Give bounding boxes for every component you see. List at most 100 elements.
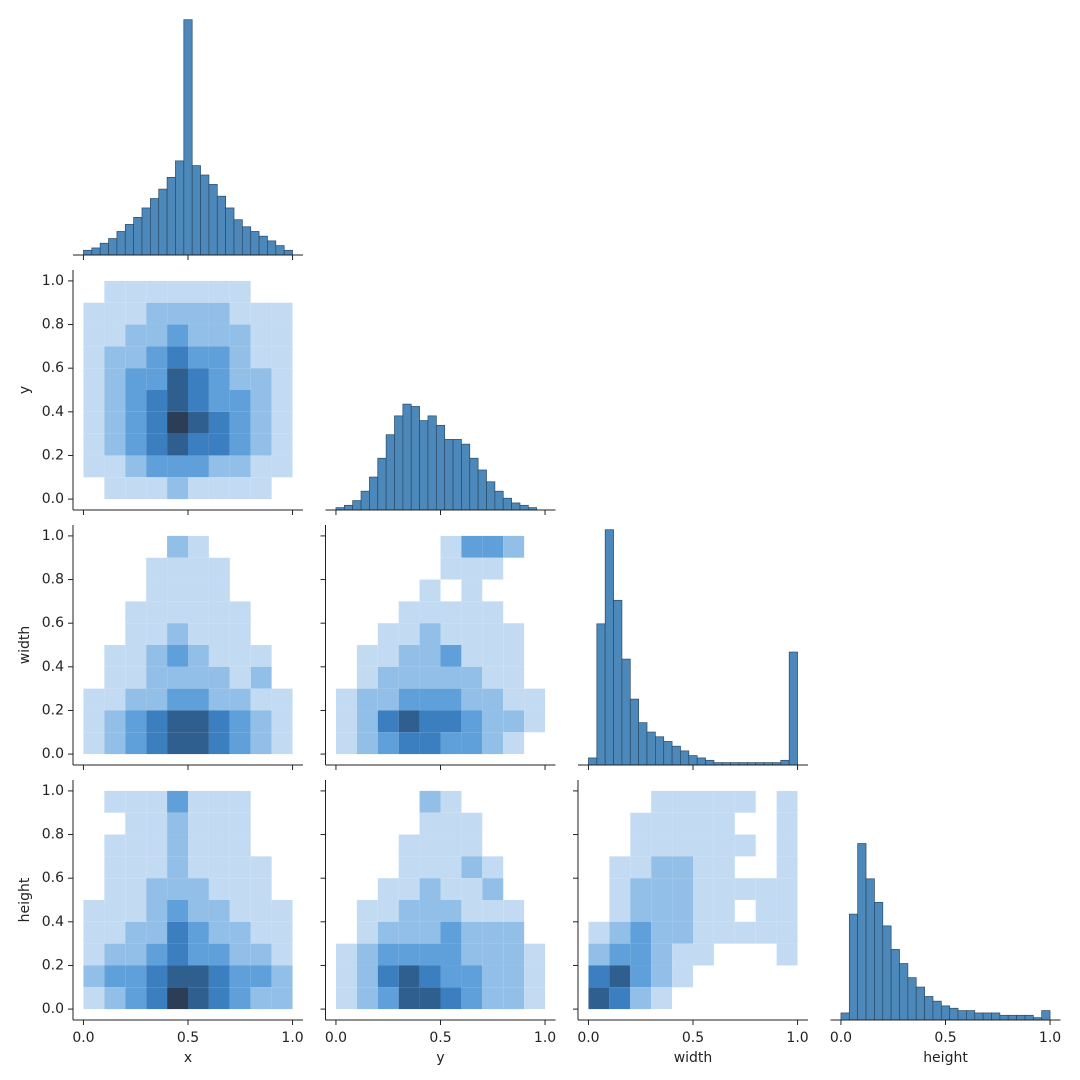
hist2d-cell <box>335 688 357 711</box>
hist2d-cell <box>125 390 147 412</box>
hist2d-cell <box>167 623 188 645</box>
hist2d-cell <box>588 813 609 835</box>
hist2d-cell <box>251 281 272 303</box>
hist2d-cell <box>399 580 420 602</box>
hist2d-cell <box>229 790 251 813</box>
hist2d-cell <box>755 900 777 922</box>
hist2d-cell <box>230 580 251 602</box>
hist2d-cell <box>208 302 230 325</box>
hist2d-cell <box>271 411 293 434</box>
hist2d-cell <box>208 601 230 624</box>
hist2d-cell <box>776 790 798 813</box>
histogram-bar <box>949 1007 959 1021</box>
histogram-bar <box>469 457 479 511</box>
hist2d-cell <box>630 965 652 988</box>
hist2d-cell <box>272 601 293 623</box>
hist2d-cell <box>167 280 188 303</box>
hist2d-cell <box>208 965 230 988</box>
hist2d-cell <box>83 302 105 325</box>
hist2d-cell <box>146 812 168 835</box>
hist2d-cell <box>208 433 230 456</box>
hist2d-cell <box>104 710 126 733</box>
hist2d-cell <box>83 667 104 689</box>
hist2d-cell <box>209 536 230 558</box>
hist2d-cell <box>357 536 378 558</box>
hist2d-cell <box>482 623 504 645</box>
histogram-bar <box>613 599 623 766</box>
x-tick-label: 0.0 <box>325 1030 347 1046</box>
hist2d-cell <box>271 943 293 966</box>
hist2d-cell <box>503 965 525 988</box>
histogram-bar <box>385 434 395 511</box>
hist2d-cell <box>272 536 293 558</box>
histogram-bar <box>671 745 681 766</box>
hist2d-cell <box>714 987 735 1009</box>
hist2d-cell <box>167 878 188 900</box>
hist2d-cell <box>378 536 399 558</box>
hist2d-cell <box>125 302 147 325</box>
hist2d-cell <box>229 812 251 835</box>
histogram-bar <box>183 19 193 256</box>
hist2d-cell <box>693 921 714 944</box>
hist2d-cell <box>208 900 230 922</box>
hist2d-cell <box>756 791 777 813</box>
hist2d-cell <box>229 878 251 900</box>
hist2d-cell <box>357 558 378 580</box>
hist2d-cell <box>378 856 399 878</box>
y-axis-label: y <box>17 386 33 394</box>
hist2d-cell <box>672 987 693 1009</box>
hist2d-cell <box>146 601 168 624</box>
hist2d-cell <box>609 835 630 857</box>
hist2d-cell <box>208 324 230 347</box>
hist2d-cell <box>378 791 399 813</box>
hist2d-cell <box>146 790 168 813</box>
hist2d-cell <box>378 813 399 835</box>
hist2d-cell <box>83 601 104 623</box>
hist2d-cell <box>125 411 147 434</box>
histogram-bar <box>705 759 715 766</box>
histogram-bar <box>124 224 134 256</box>
hist2d-cell <box>167 579 188 602</box>
hist2d-cell <box>524 688 546 711</box>
hist2d-cell <box>735 987 756 1009</box>
hist2d-cell <box>651 943 673 966</box>
hist2d-cell <box>83 536 104 558</box>
histogram-bar <box>494 490 504 511</box>
hist2d-cell <box>609 921 631 944</box>
hist2d-cell <box>272 281 293 303</box>
hist2d-cell <box>503 535 525 558</box>
hist2d-cell <box>146 557 168 580</box>
hist2d-cell <box>272 878 293 900</box>
hist2d-cell <box>272 623 293 645</box>
hist2d-cell <box>208 368 230 390</box>
hist2d-cell <box>398 601 420 624</box>
hist2d-cell <box>271 433 293 456</box>
hist2d-cell <box>146 477 168 500</box>
hist2d-cell <box>83 813 104 835</box>
hist2d-cell <box>630 878 652 900</box>
hist2d-cell <box>713 812 735 835</box>
histogram-bar <box>419 420 429 511</box>
hist2d-cell <box>524 601 545 623</box>
hist2d-cell <box>735 813 756 835</box>
hist2d-cell <box>272 856 293 878</box>
hist2d-cell <box>336 558 357 580</box>
y-tick-label: 1.0 <box>42 273 64 289</box>
hist2d-cell <box>188 732 209 755</box>
hist2d-cell <box>524 813 545 835</box>
hist2d-cell <box>250 921 272 944</box>
hist2d-cell <box>524 645 545 667</box>
hist2d-cell <box>125 280 147 303</box>
histogram-bar <box>1024 1014 1034 1021</box>
hist2d-cell <box>208 987 230 1010</box>
y-tick-label: 0.2 <box>42 447 64 463</box>
hist2d-cell <box>440 900 462 922</box>
hist2d-cell <box>271 368 293 390</box>
x-tick-label: 0.0 <box>72 1030 94 1046</box>
histogram-bar <box>840 1012 850 1021</box>
hist2d-cell <box>503 732 525 755</box>
hist2d-cell <box>482 645 504 667</box>
hist2d-cell <box>482 813 503 835</box>
hist2d-cell <box>336 601 357 623</box>
